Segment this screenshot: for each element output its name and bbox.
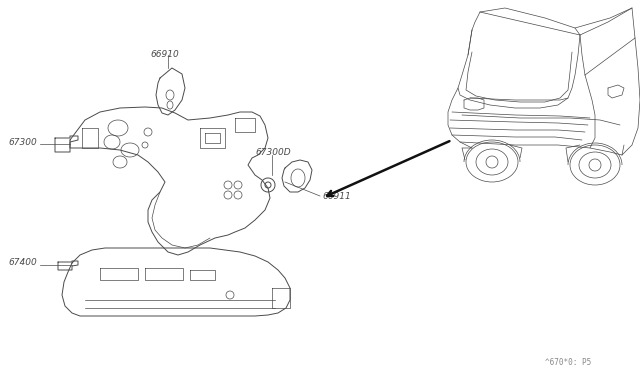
Text: ^670*0: P5: ^670*0: P5 bbox=[545, 358, 591, 367]
Text: 67300D: 67300D bbox=[255, 148, 291, 157]
Text: 66910: 66910 bbox=[150, 50, 179, 59]
Text: 67400: 67400 bbox=[8, 258, 36, 267]
Text: 66911: 66911 bbox=[322, 192, 351, 201]
Text: 67300: 67300 bbox=[8, 138, 36, 147]
